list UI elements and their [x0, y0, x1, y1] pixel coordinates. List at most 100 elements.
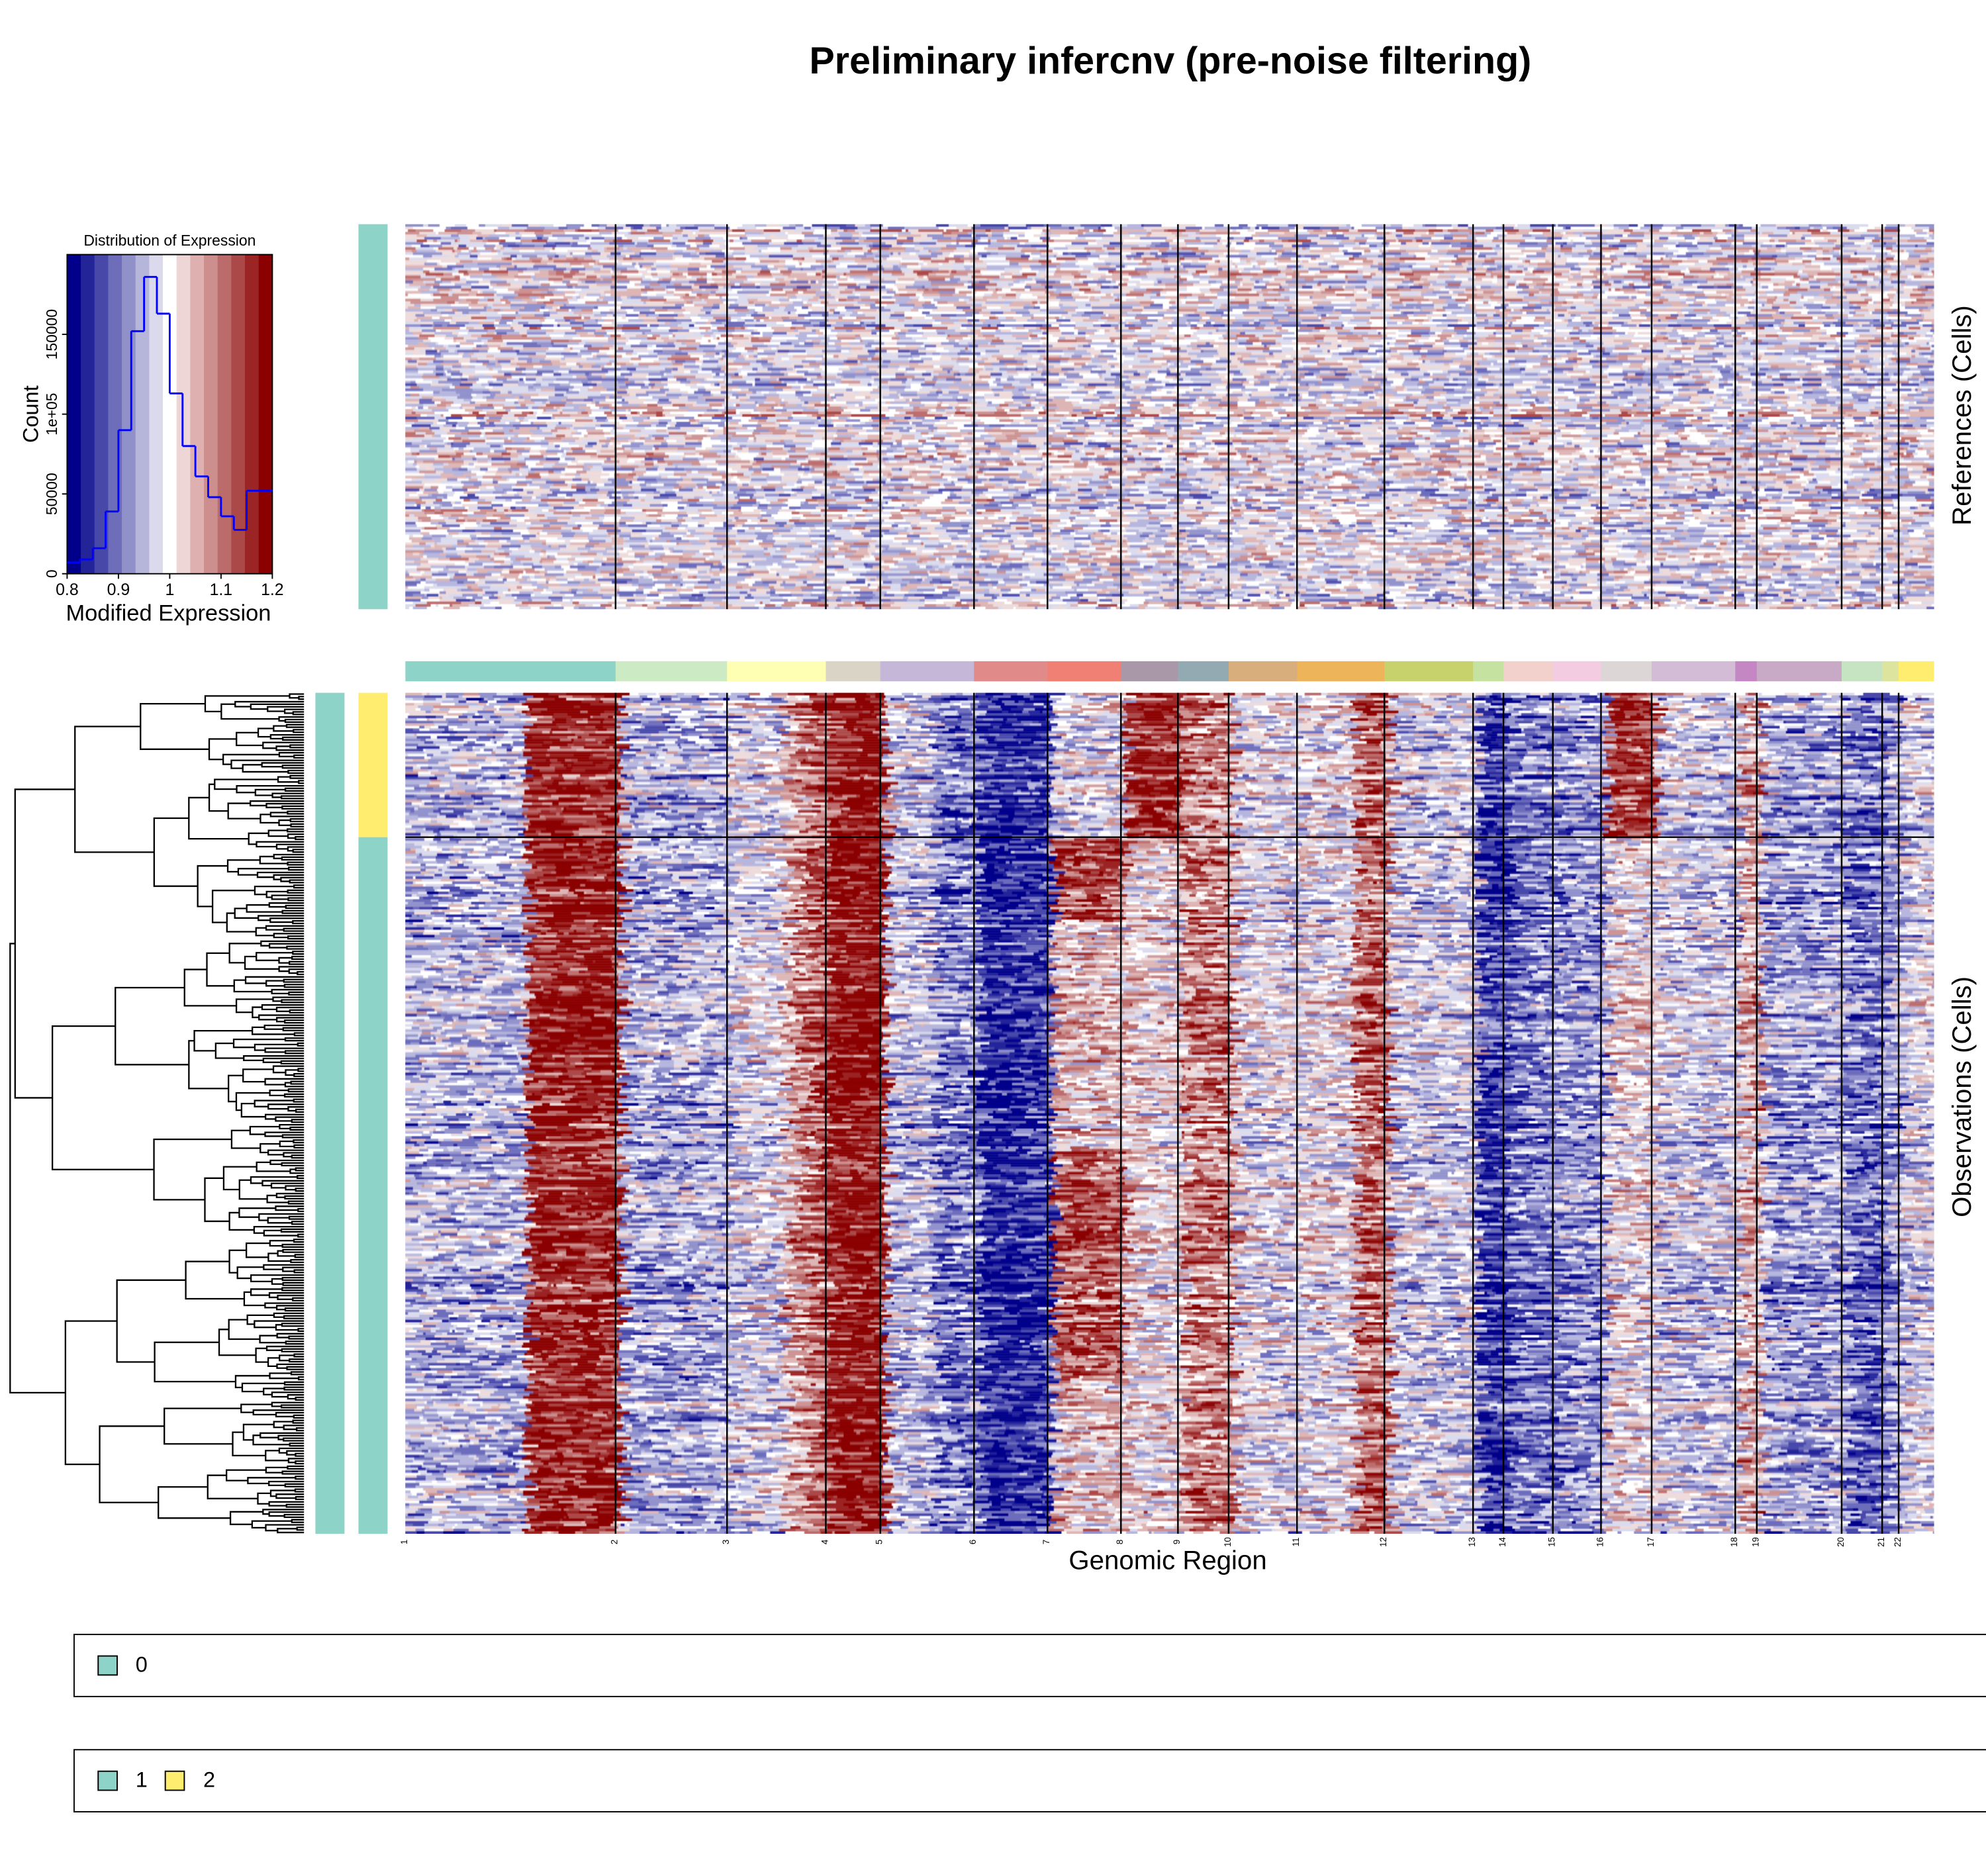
dendrogram-branch [291, 955, 305, 961]
chromosome-segment-15 [1552, 661, 1601, 682]
dendrogram-branch [230, 759, 305, 769]
legend-references: 0 [73, 1634, 1986, 1697]
dendrogram-branch [293, 1139, 305, 1144]
dendrogram-branch [214, 778, 279, 790]
dendrogram-branch [284, 1483, 305, 1487]
dendrogram-branch [233, 979, 272, 993]
legend-label: 1 [135, 1767, 148, 1793]
dendrogram-branch [293, 1098, 305, 1103]
dendrogram-branch [295, 1396, 305, 1401]
chromosome-label: 4 [821, 1539, 831, 1545]
dendrogram-branch [284, 1082, 305, 1088]
dendrogram-branch [281, 1470, 305, 1475]
dendrogram-branch [287, 889, 305, 894]
dendrogram-branch [287, 769, 305, 774]
dendrogram-branch [281, 1348, 305, 1352]
color-band [67, 254, 81, 574]
dendrogram-branch [297, 1174, 305, 1180]
dendrogram-branch [251, 1520, 292, 1529]
expression-histogram: Distribution of Expression 0.8 0.9 1 1.1 1.2 0… [19, 232, 283, 626]
dendrogram-branch [289, 818, 305, 823]
dendrogram-branch [280, 795, 305, 800]
dendrogram-branch [204, 1177, 230, 1223]
dendrogram-branch [280, 1060, 305, 1064]
dendrogram-branch [284, 787, 305, 792]
dendrogram-branch [284, 1037, 305, 1042]
dendrogram-branch [295, 1167, 305, 1172]
x-tick-label: 1.1 [210, 581, 233, 599]
dendrogram-branch [208, 783, 228, 812]
dendrogram-branch [297, 1068, 305, 1072]
dendrogram-branch [153, 817, 198, 887]
dendrogram-branch [297, 970, 305, 976]
dendrogram-branch [295, 1476, 305, 1480]
dendrogram-branch [252, 1434, 290, 1446]
dendrogram-branch [243, 1291, 265, 1307]
dendrogram-branch [290, 1080, 305, 1085]
dendrogram-branch [227, 802, 261, 820]
dendrogram-branch [232, 1038, 285, 1049]
chromosome-segment-16 [1601, 661, 1652, 682]
x-axis-label: Modified Expression [66, 601, 271, 626]
chromosome-segment-21 [1882, 661, 1899, 682]
color-band [231, 254, 246, 574]
chromosome-label: 19 [1752, 1536, 1762, 1547]
dendrogram-branch [240, 1403, 272, 1413]
dendrogram-branch [265, 890, 288, 898]
chromosome-segment-4 [826, 661, 881, 682]
y-tick-label: 50000 [43, 473, 60, 515]
dendrogram-branch [281, 1134, 305, 1139]
dendrogram-branch [51, 1025, 154, 1170]
dendrogram-branch [273, 933, 305, 939]
dendrogram-branch [291, 1119, 305, 1123]
dendrogram-branch [271, 894, 305, 900]
dendrogram-branch [265, 1466, 288, 1474]
dendrogram-branch [242, 1068, 274, 1083]
dendrogram-branch [140, 702, 210, 750]
chromosome-boundaries [405, 224, 1934, 1534]
observation-annotation-bar-1 [315, 692, 345, 1534]
legend-swatch [97, 1770, 118, 1791]
chromosome-segment-22 [1899, 661, 1934, 682]
dendrogram-branch [267, 1103, 305, 1110]
dendrogram-branch [293, 1032, 305, 1037]
dendrogram-branch [185, 1260, 244, 1300]
dendrogram-branch [292, 951, 305, 955]
chromosome-segment-1 [405, 661, 616, 682]
dendrogram-branch [283, 1425, 305, 1430]
dendrogram-branch [237, 868, 289, 876]
y-tick-label: 1e+05 [43, 393, 60, 435]
dendrogram-branch [292, 1419, 305, 1424]
dendrogram-branch [268, 1480, 305, 1487]
dendrogram-branch [287, 1465, 305, 1470]
dendrogram-branch [244, 955, 279, 970]
dendrogram-branch [297, 1376, 305, 1381]
dendrogram-branch [264, 1302, 305, 1309]
dendrogram-branch [289, 1009, 305, 1013]
dendrogram-branch [288, 1335, 305, 1340]
dendrogram-branch [116, 1279, 186, 1363]
dendrogram-branch [295, 1188, 305, 1192]
dendrogram-branch [250, 1288, 283, 1296]
dendrogram-branch [283, 984, 305, 988]
dendrogram-branch [285, 904, 305, 910]
color-band [149, 254, 164, 574]
dendrogram-branch [226, 859, 260, 873]
dendrogram-branch [254, 886, 295, 896]
dendrogram-branch [262, 741, 305, 749]
dendrogram-branch [272, 996, 305, 1002]
chromosome-segment-8 [1121, 661, 1178, 682]
dendrogram-branch [264, 1047, 305, 1053]
dendrogram-branch [289, 1358, 305, 1363]
dendrogram-branch [228, 1319, 260, 1340]
chromosome-segment-2 [615, 661, 728, 682]
dendrogram-branch [285, 1340, 305, 1345]
chromosome-segment-20 [1841, 661, 1883, 682]
dendrogram-branch [287, 935, 305, 940]
dendrogram-branch [258, 1213, 305, 1221]
color-band [258, 254, 273, 574]
dendrogram-branch [281, 1323, 305, 1327]
dendrogram [9, 693, 305, 1534]
dendrogram-branch [293, 1144, 305, 1149]
